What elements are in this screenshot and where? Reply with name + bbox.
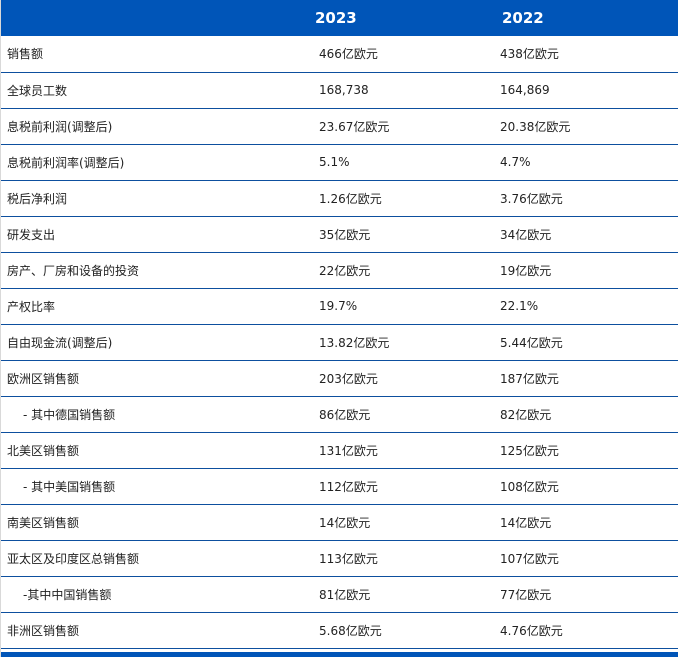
table-row: 销售额 466亿欧元 438亿欧元	[1, 36, 678, 73]
value-2023: 5.68亿欧元	[307, 612, 494, 649]
header-year-2022: 2022	[502, 9, 544, 27]
value-2023: 168,738	[307, 72, 494, 109]
value-2023: 1.26亿欧元	[307, 180, 494, 217]
table-row: 研发支出 35亿欧元 34亿欧元	[1, 216, 678, 253]
table-row: 产权比率 19.7% 22.1%	[1, 288, 678, 325]
value-2023: 19.7%	[307, 288, 494, 325]
table-row: -其中中国销售额 81亿欧元 77亿欧元	[1, 576, 678, 613]
row-label: 房产、厂房和设备的投资	[1, 252, 307, 289]
value-2023: 13.82亿欧元	[307, 324, 494, 361]
header-row: 2023 2022	[1, 0, 678, 36]
table-row: 南美区销售额 14亿欧元 14亿欧元	[1, 504, 678, 541]
value-2023: 5.1%	[307, 144, 494, 181]
value-2023: 113亿欧元	[307, 540, 494, 577]
row-label: 息税前利润率(调整后)	[1, 144, 307, 181]
table-row: 税后净利润 1.26亿欧元 3.76亿欧元	[1, 180, 678, 217]
value-2023: 112亿欧元	[307, 468, 494, 505]
value-2022: 4.7%	[494, 144, 678, 181]
value-2022: 14亿欧元	[494, 504, 678, 541]
row-label: 全球员工数	[1, 72, 307, 109]
value-2023: 466亿欧元	[307, 36, 494, 73]
value-2022: 77亿欧元	[494, 576, 678, 613]
value-2022: 4.76亿欧元	[494, 612, 678, 649]
table-row: 自由现金流(调整后) 13.82亿欧元 5.44亿欧元	[1, 324, 678, 361]
value-2022: 438亿欧元	[494, 36, 678, 73]
table-row: 北美区销售额 131亿欧元 125亿欧元	[1, 432, 678, 469]
table-row: - 其中美国销售额 112亿欧元 108亿欧元	[1, 468, 678, 505]
bottom-accent-bar	[1, 652, 678, 657]
table-body: 销售额 466亿欧元 438亿欧元 全球员工数 168,738 164,869 …	[1, 36, 678, 649]
table-row: 息税前利润(调整后) 23.67亿欧元 20.38亿欧元	[1, 108, 678, 145]
value-2023: 22亿欧元	[307, 252, 494, 289]
value-2022: 19亿欧元	[494, 252, 678, 289]
row-label: 税后净利润	[1, 180, 307, 217]
row-label: 产权比率	[1, 288, 307, 325]
value-2022: 125亿欧元	[494, 432, 678, 469]
value-2022: 108亿欧元	[494, 468, 678, 505]
table-row: 息税前利润率(调整后) 5.1% 4.7%	[1, 144, 678, 181]
value-2022: 5.44亿欧元	[494, 324, 678, 361]
table-header: 2023 2022	[1, 0, 678, 36]
table-row: 房产、厂房和设备的投资 22亿欧元 19亿欧元	[1, 252, 678, 289]
table-row: 全球员工数 168,738 164,869	[1, 72, 678, 109]
value-2023: 23.67亿欧元	[307, 108, 494, 145]
value-2023: 35亿欧元	[307, 216, 494, 253]
table-row: 欧洲区销售额 203亿欧元 187亿欧元	[1, 360, 678, 397]
row-label: 自由现金流(调整后)	[1, 324, 307, 361]
row-label: 非洲区销售额	[1, 612, 307, 649]
value-2022: 107亿欧元	[494, 540, 678, 577]
header-label-cell	[1, 0, 307, 36]
value-2023: 81亿欧元	[307, 576, 494, 613]
table-row: 亚太区及印度区总销售额 113亿欧元 107亿欧元	[1, 540, 678, 577]
value-2023: 86亿欧元	[307, 396, 494, 433]
row-label: -其中中国销售额	[1, 576, 307, 613]
value-2022: 164,869	[494, 72, 678, 109]
value-2022: 187亿欧元	[494, 360, 678, 397]
value-2022: 22.1%	[494, 288, 678, 325]
row-label: 北美区销售额	[1, 432, 307, 469]
row-label: 销售额	[1, 36, 307, 73]
row-label: 欧洲区销售额	[1, 360, 307, 397]
value-2023: 131亿欧元	[307, 432, 494, 469]
row-label: - 其中德国销售额	[1, 396, 307, 433]
value-2022: 3.76亿欧元	[494, 180, 678, 217]
value-2022: 34亿欧元	[494, 216, 678, 253]
row-label: 研发支出	[1, 216, 307, 253]
value-2022: 82亿欧元	[494, 396, 678, 433]
row-label: 息税前利润(调整后)	[1, 108, 307, 145]
value-2023: 14亿欧元	[307, 504, 494, 541]
table-row: - 其中德国销售额 86亿欧元 82亿欧元	[1, 396, 678, 433]
header-year-2023: 2023	[315, 9, 357, 27]
value-2022: 20.38亿欧元	[494, 108, 678, 145]
row-label: 南美区销售额	[1, 504, 307, 541]
value-2023: 203亿欧元	[307, 360, 494, 397]
row-label: 亚太区及印度区总销售额	[1, 540, 307, 577]
table-row: 非洲区销售额 5.68亿欧元 4.76亿欧元	[1, 612, 678, 649]
row-label: - 其中美国销售额	[1, 468, 307, 505]
